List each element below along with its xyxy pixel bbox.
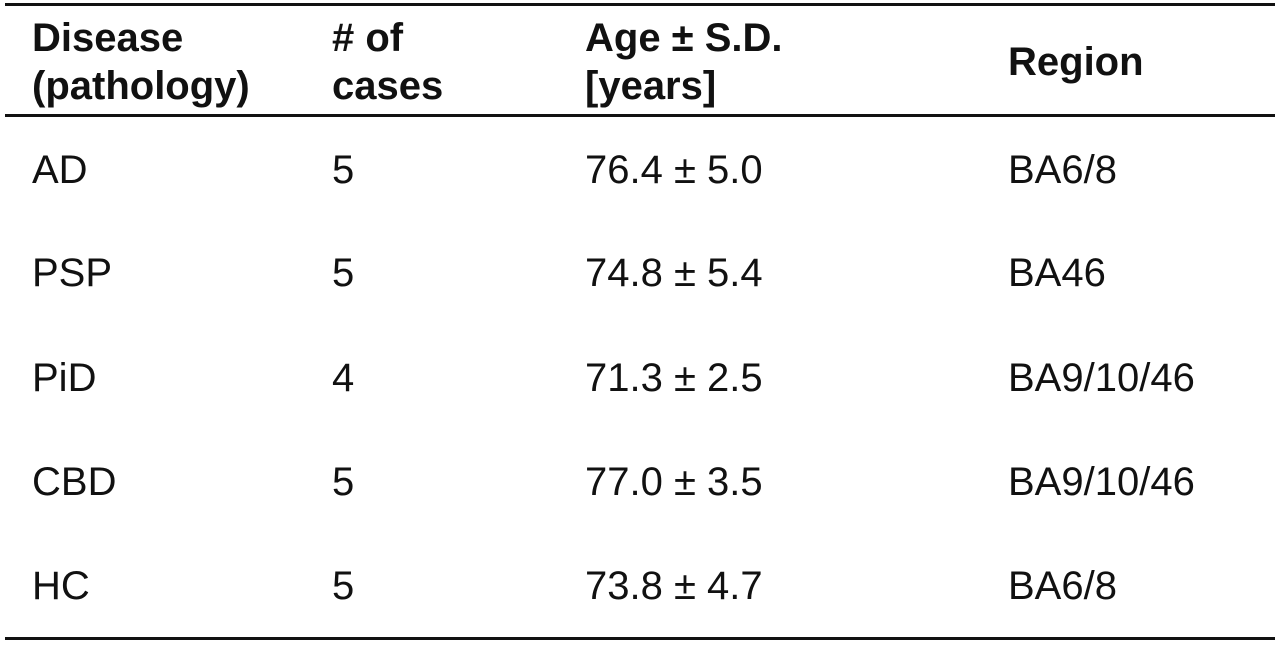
cell-disease: CBD xyxy=(32,460,117,504)
table-row: HC 5 73.8 ± 4.7 BA6/8 xyxy=(0,534,1280,638)
table-header-row: Disease (pathology) # of cases Age ± S.D… xyxy=(0,14,1280,110)
top-rule xyxy=(5,3,1275,6)
cell-disease: HC xyxy=(32,564,90,608)
cell-region: BA6/8 xyxy=(1008,564,1117,608)
table-row: PiD 4 71.3 ± 2.5 BA9/10/46 xyxy=(0,326,1280,430)
header-disease: Disease (pathology) xyxy=(32,14,250,110)
table-row: AD 5 76.4 ± 5.0 BA6/8 xyxy=(0,118,1280,222)
header-rule xyxy=(5,114,1275,117)
header-region-line-1: Region xyxy=(1008,40,1144,84)
cell-age: 71.3 ± 2.5 xyxy=(585,356,763,400)
cell-disease: PiD xyxy=(32,356,97,400)
cell-cases: 5 xyxy=(332,564,355,608)
cell-region: BA9/10/46 xyxy=(1008,356,1195,400)
table-row: PSP 5 74.8 ± 5.4 BA46 xyxy=(0,221,1280,325)
cell-region: BA46 xyxy=(1008,251,1106,295)
header-disease-line-2: (pathology) xyxy=(32,64,250,108)
cell-cases: 5 xyxy=(332,251,355,295)
table-row: CBD 5 77.0 ± 3.5 BA9/10/46 xyxy=(0,430,1280,534)
header-cases-line-2: cases xyxy=(332,64,444,108)
cell-disease: AD xyxy=(32,148,88,192)
header-cases-line-1: # of xyxy=(332,16,404,60)
cell-cases: 5 xyxy=(332,148,355,192)
cell-cases: 5 xyxy=(332,460,355,504)
header-region: Region xyxy=(1008,38,1144,86)
header-age-line-1: Age ± S.D. xyxy=(585,16,783,60)
header-disease-line-1: Disease xyxy=(32,16,184,60)
cell-region: BA9/10/46 xyxy=(1008,460,1195,504)
header-age: Age ± S.D. [years] xyxy=(585,14,783,110)
cell-age: 73.8 ± 4.7 xyxy=(585,564,763,608)
header-cases: # of cases xyxy=(332,14,443,110)
bottom-rule xyxy=(5,637,1275,640)
cell-cases: 4 xyxy=(332,356,355,400)
cell-disease: PSP xyxy=(32,251,113,295)
header-age-line-2: [years] xyxy=(585,64,717,108)
cell-age: 77.0 ± 3.5 xyxy=(585,460,763,504)
cell-region: BA6/8 xyxy=(1008,148,1117,192)
cell-age: 74.8 ± 5.4 xyxy=(585,251,763,295)
cell-age: 76.4 ± 5.0 xyxy=(585,148,763,192)
